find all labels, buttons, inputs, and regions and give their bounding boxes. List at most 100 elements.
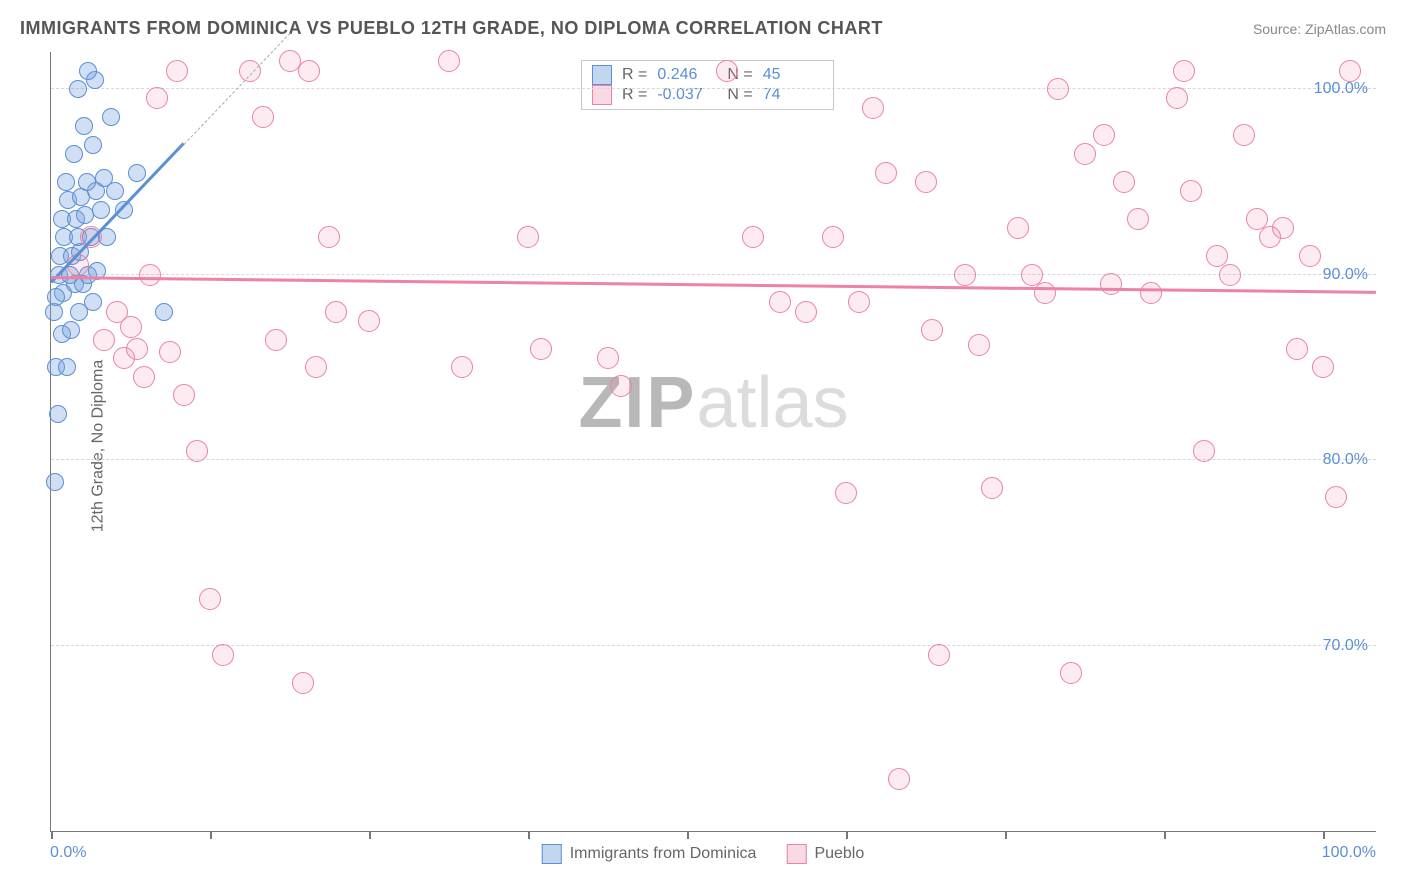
scatter-point bbox=[1173, 60, 1195, 82]
scatter-point bbox=[610, 375, 632, 397]
scatter-point bbox=[358, 310, 380, 332]
r-label: R = bbox=[622, 66, 647, 84]
scatter-point bbox=[438, 50, 460, 72]
scatter-point bbox=[120, 316, 142, 338]
watermark: ZIPatlas bbox=[578, 362, 848, 444]
scatter-point bbox=[128, 164, 146, 182]
watermark-atlas: atlas bbox=[696, 363, 848, 443]
scatter-point bbox=[1312, 356, 1334, 378]
scatter-point bbox=[58, 358, 76, 376]
swatch-blue-icon bbox=[542, 844, 562, 864]
swatch-blue-icon bbox=[592, 65, 612, 85]
y-tick-label: 100.0% bbox=[1314, 80, 1368, 98]
gridline bbox=[51, 459, 1376, 460]
scatter-point bbox=[265, 329, 287, 351]
y-tick-label: 80.0% bbox=[1323, 451, 1368, 469]
scatter-point bbox=[597, 347, 619, 369]
scatter-point bbox=[49, 405, 67, 423]
x-tick bbox=[528, 831, 530, 839]
x-tick bbox=[1164, 831, 1166, 839]
scatter-point bbox=[139, 264, 161, 286]
x-axis-min-label: 0.0% bbox=[50, 844, 86, 862]
scatter-point bbox=[954, 264, 976, 286]
scatter-point bbox=[292, 672, 314, 694]
scatter-point bbox=[1325, 486, 1347, 508]
x-tick bbox=[51, 831, 53, 839]
scatter-point bbox=[822, 226, 844, 248]
scatter-point bbox=[62, 321, 80, 339]
swatch-pink-icon bbox=[786, 844, 806, 864]
x-tick bbox=[687, 831, 689, 839]
scatter-point bbox=[1060, 662, 1082, 684]
chart-title: IMMIGRANTS FROM DOMINICA VS PUEBLO 12TH … bbox=[20, 18, 883, 39]
scatter-point bbox=[252, 106, 274, 128]
scatter-point bbox=[65, 145, 83, 163]
scatter-point bbox=[981, 477, 1003, 499]
x-axis-max-label: 100.0% bbox=[1322, 844, 1376, 862]
scatter-point bbox=[186, 440, 208, 462]
x-tick bbox=[1323, 831, 1325, 839]
legend-item-pink: Pueblo bbox=[786, 844, 864, 864]
scatter-point bbox=[862, 97, 884, 119]
x-tick bbox=[1005, 831, 1007, 839]
scatter-point bbox=[517, 226, 539, 248]
scatter-point bbox=[146, 87, 168, 109]
scatter-point bbox=[451, 356, 473, 378]
scatter-point bbox=[1219, 264, 1241, 286]
scatter-point bbox=[93, 329, 115, 351]
scatter-point bbox=[769, 291, 791, 313]
scatter-point bbox=[92, 201, 110, 219]
scatter-point bbox=[173, 384, 195, 406]
scatter-point bbox=[1299, 245, 1321, 267]
legend-label-blue: Immigrants from Dominica bbox=[570, 845, 757, 863]
scatter-point bbox=[133, 366, 155, 388]
scatter-point bbox=[1100, 273, 1122, 295]
scatter-point bbox=[46, 473, 64, 491]
gridline bbox=[51, 645, 1376, 646]
scatter-point bbox=[159, 341, 181, 363]
scatter-point bbox=[95, 169, 113, 187]
scatter-point bbox=[199, 588, 221, 610]
x-tick bbox=[846, 831, 848, 839]
scatter-point bbox=[915, 171, 937, 193]
scatter-point bbox=[47, 288, 65, 306]
x-tick bbox=[210, 831, 212, 839]
scatter-point bbox=[1272, 217, 1294, 239]
y-tick-label: 90.0% bbox=[1323, 266, 1368, 284]
scatter-point bbox=[126, 338, 148, 360]
plot-area: ZIPatlas R = 0.246 N = 45 R = -0.037 N =… bbox=[50, 52, 1376, 832]
scatter-point bbox=[279, 50, 301, 72]
scatter-point bbox=[1093, 124, 1115, 146]
scatter-point bbox=[1047, 78, 1069, 100]
scatter-point bbox=[1233, 124, 1255, 146]
scatter-point bbox=[1127, 208, 1149, 230]
stats-row-blue: R = 0.246 N = 45 bbox=[592, 65, 823, 85]
x-tick bbox=[369, 831, 371, 839]
scatter-point bbox=[57, 173, 75, 191]
scatter-point bbox=[239, 60, 261, 82]
scatter-point bbox=[212, 644, 234, 666]
stats-legend: R = 0.246 N = 45 R = -0.037 N = 74 bbox=[581, 60, 834, 110]
scatter-point bbox=[1140, 282, 1162, 304]
scatter-point bbox=[1007, 217, 1029, 239]
legend-label-pink: Pueblo bbox=[814, 845, 864, 863]
title-bar: IMMIGRANTS FROM DOMINICA VS PUEBLO 12TH … bbox=[20, 18, 1386, 39]
scatter-point bbox=[888, 768, 910, 790]
scatter-point bbox=[84, 293, 102, 311]
scatter-point bbox=[968, 334, 990, 356]
n-value-blue: 45 bbox=[763, 66, 823, 84]
r-value-blue: 0.246 bbox=[657, 66, 717, 84]
scatter-point bbox=[1339, 60, 1361, 82]
scatter-point bbox=[1180, 180, 1202, 202]
trend-line bbox=[51, 276, 1376, 293]
scatter-point bbox=[155, 303, 173, 321]
legend-item-blue: Immigrants from Dominica bbox=[542, 844, 757, 864]
scatter-point bbox=[716, 60, 738, 82]
scatter-point bbox=[84, 136, 102, 154]
scatter-point bbox=[325, 301, 347, 323]
watermark-zip: ZIP bbox=[578, 363, 696, 443]
scatter-point bbox=[848, 291, 870, 313]
scatter-point bbox=[1113, 171, 1135, 193]
y-tick-label: 70.0% bbox=[1323, 637, 1368, 655]
scatter-point bbox=[1193, 440, 1215, 462]
